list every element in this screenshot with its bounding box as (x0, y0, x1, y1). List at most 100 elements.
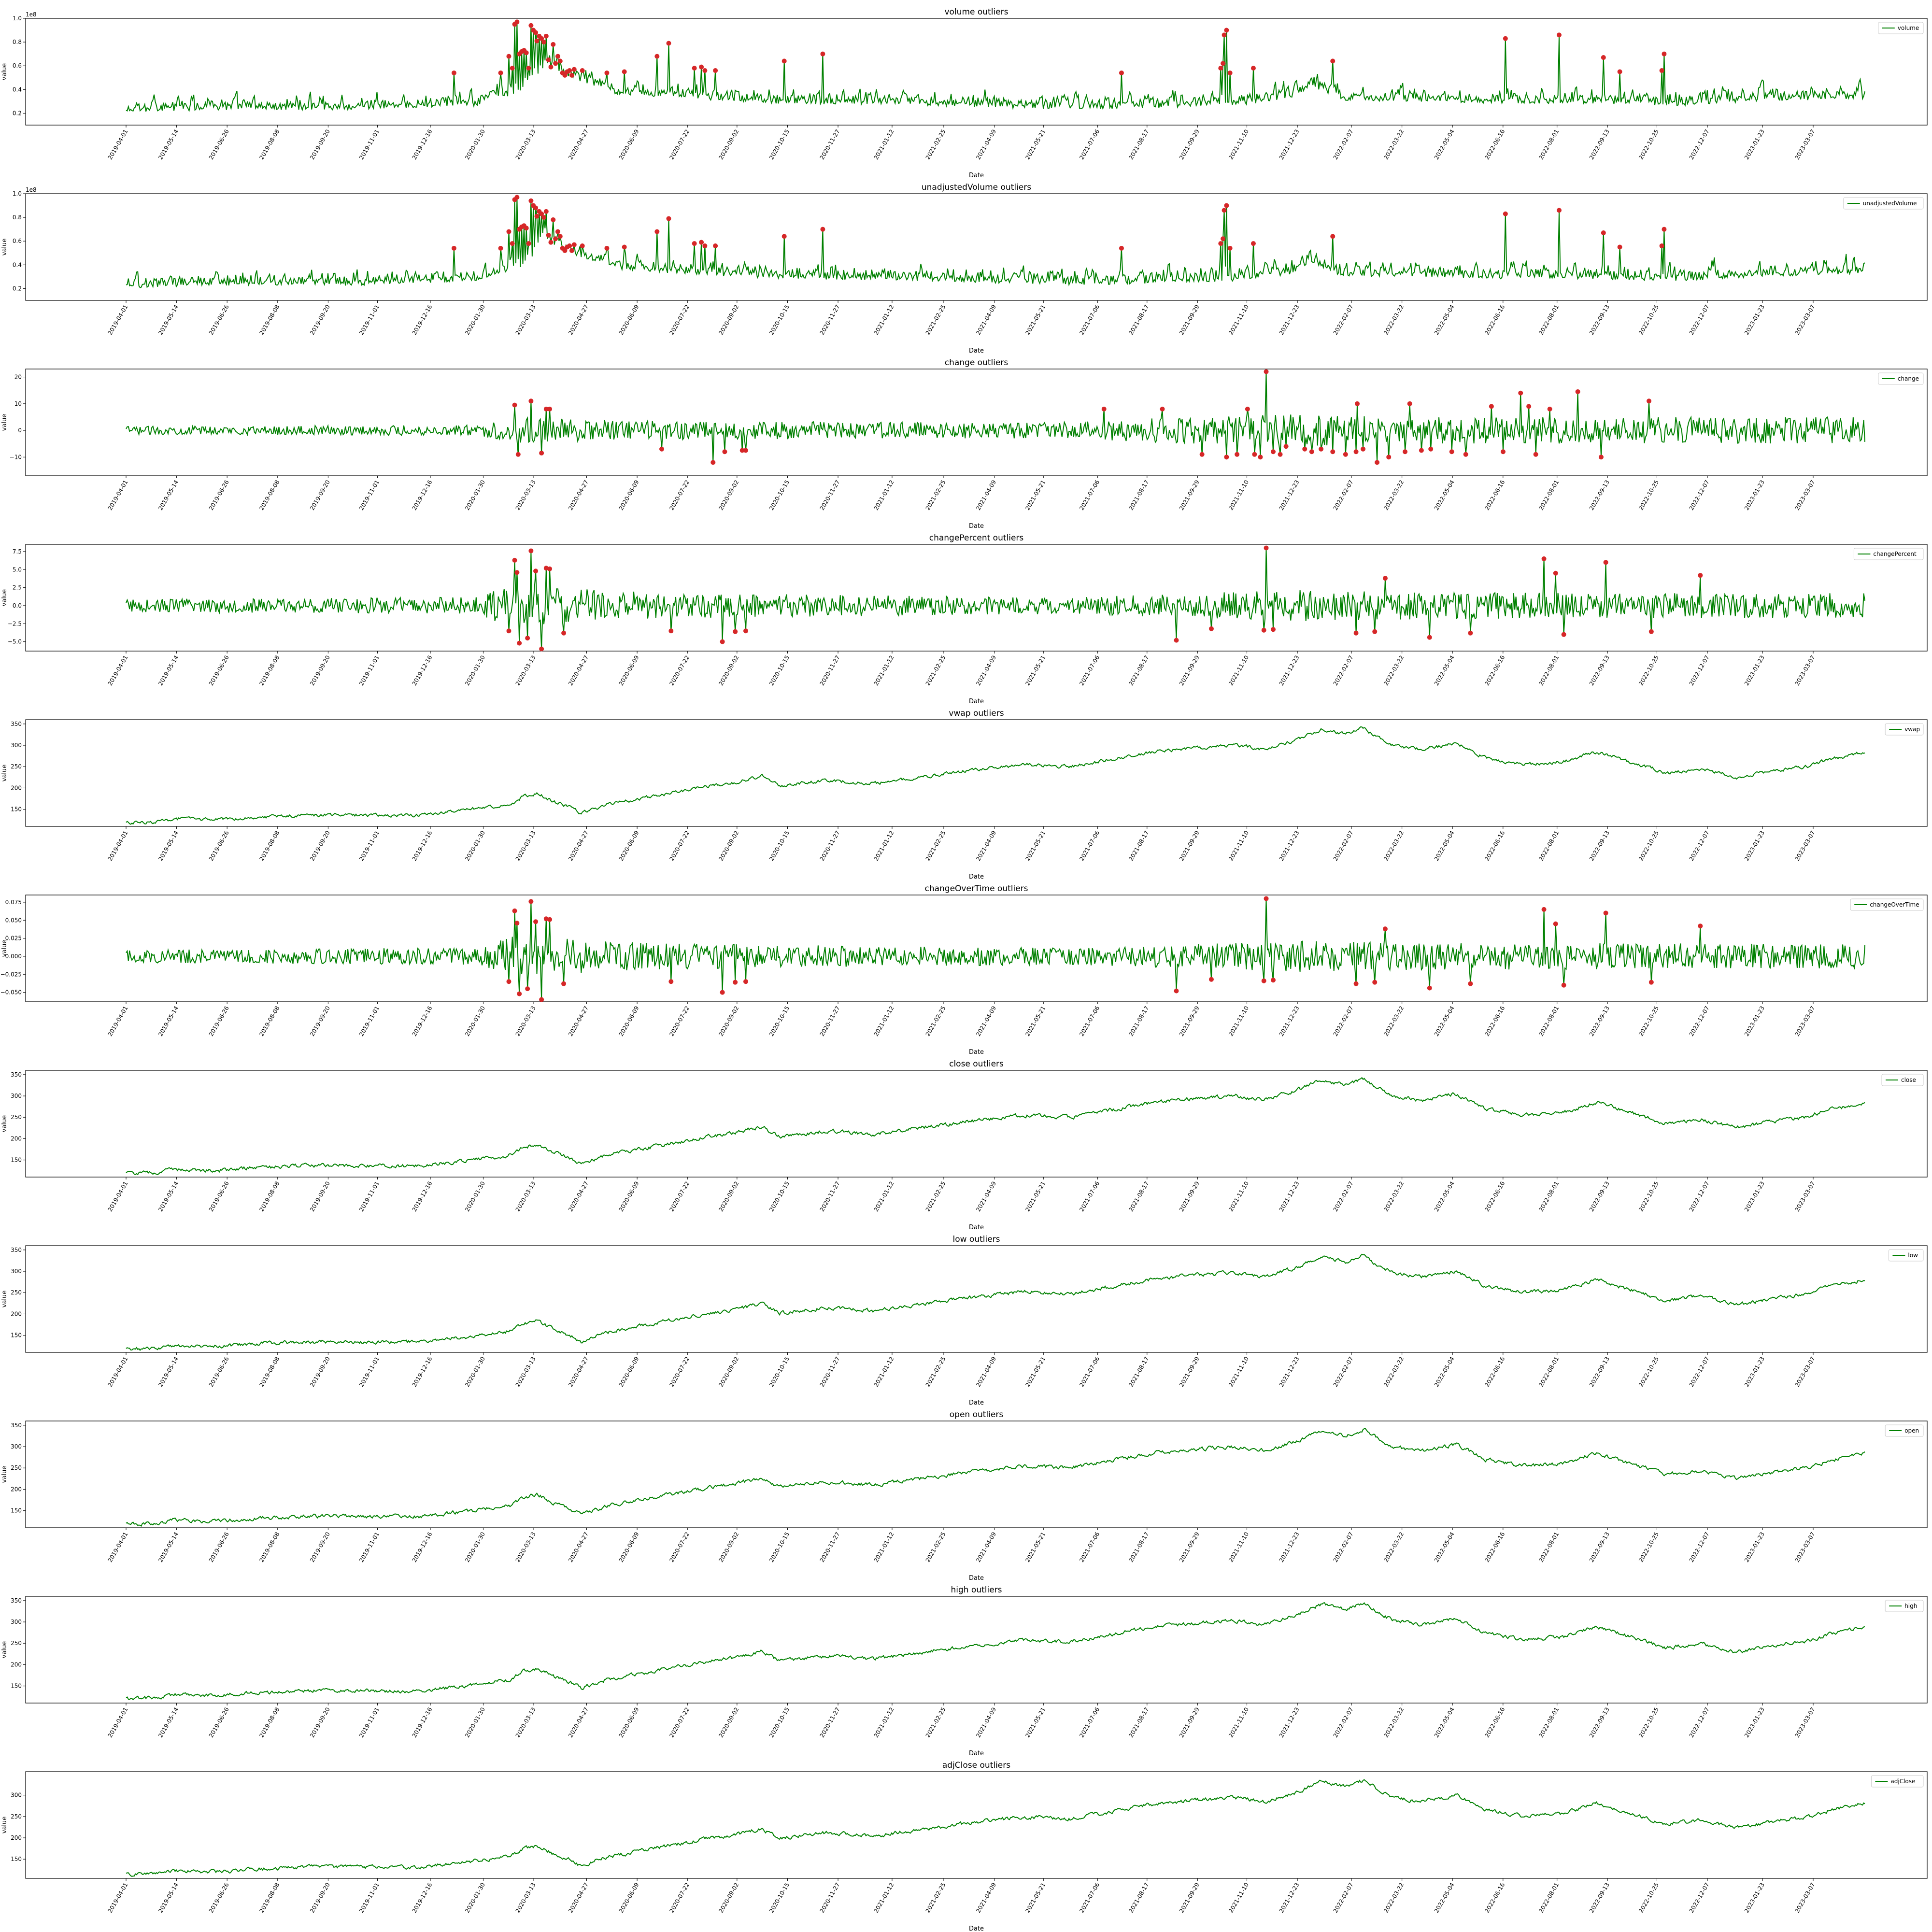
x-tick-label: 2020-09-02 (717, 654, 740, 687)
x-tick-label: 2019-11-01 (358, 304, 381, 336)
y-tick-label: 0.2 (13, 285, 22, 292)
legend-label: open (1904, 1427, 1919, 1434)
x-tick-label: 2021-01-12 (873, 1356, 895, 1388)
x-axis-label: Date (969, 698, 984, 705)
x-tick-label: 2019-08-08 (258, 128, 281, 161)
outlier-point (1598, 455, 1604, 460)
outlier-point (1271, 449, 1276, 455)
x-tick-label: 2021-12-23 (1278, 1706, 1301, 1739)
x-tick-label: 2022-02-07 (1332, 1180, 1355, 1213)
x-tick-label: 2022-06-16 (1483, 830, 1506, 862)
y-tick-label: 0.075 (5, 899, 22, 906)
subplot-low: low outliers value Date 150 200 250 300 350 2019… (1, 1235, 1928, 1406)
series-line (126, 1253, 1865, 1351)
x-tick-label: 2022-03-22 (1382, 1180, 1405, 1213)
x-tick-label: 2020-01-30 (464, 128, 486, 161)
x-tick-label: 2019-06-26 (208, 1706, 230, 1739)
x-tick-label: 2022-03-22 (1382, 1706, 1405, 1739)
outlier-point (571, 67, 577, 72)
legend-label: unadjustedVolume (1863, 200, 1917, 207)
outlier-point (1302, 446, 1307, 452)
y-axis-label: value (1, 765, 8, 782)
outlier-point (699, 64, 704, 70)
outlier-point (1463, 452, 1468, 457)
x-tick-label: 2020-10-15 (768, 1180, 791, 1213)
x-tick-label: 2019-12-16 (411, 830, 434, 862)
x-tick-label: 2023-01-23 (1743, 1005, 1766, 1037)
x-tick-label: 2019-11-01 (358, 1531, 381, 1563)
outlier-point (526, 66, 531, 71)
x-tick-label: 2022-06-16 (1483, 479, 1506, 511)
subplot-title: unadjustedVolume outliers (922, 183, 1031, 192)
x-tick-label: 2020-06-09 (618, 128, 640, 161)
y-tick-label: 150 (11, 1332, 22, 1339)
x-tick-label: 2023-03-07 (1794, 1706, 1817, 1739)
x-tick-label: 2022-12-07 (1688, 1356, 1711, 1388)
x-tick-label: 2019-12-16 (411, 1706, 434, 1739)
y-tick-label: 0.8 (13, 39, 22, 45)
subplot-change: change outliers value Date −10 0 10 20 2019-04-… (1, 358, 1928, 530)
x-tick-label: 2022-03-22 (1382, 1531, 1405, 1563)
x-tick-label: 2019-12-16 (411, 654, 434, 687)
x-tick-label: 2019-06-26 (208, 830, 230, 862)
x-tick-label: 2019-09-20 (309, 1356, 331, 1388)
axes-frame (25, 1070, 1928, 1178)
y-tick-label: 350 (11, 1071, 22, 1078)
x-tick-label: 2020-10-15 (768, 128, 791, 161)
x-tick-label: 2022-02-07 (1332, 1531, 1355, 1563)
x-tick-label: 2020-07-22 (668, 830, 691, 862)
outlier-point (506, 979, 511, 984)
x-tick-label: 2021-12-23 (1278, 128, 1301, 161)
x-tick-label: 2020-07-22 (668, 128, 691, 161)
legend-box (1885, 1600, 1924, 1612)
subplot-title: vwap outliers (949, 709, 1004, 718)
x-tick-label: 2019-11-01 (358, 830, 381, 862)
outlier-point (622, 69, 627, 74)
y-tick-label: 350 (11, 721, 22, 727)
x-tick-label: 2023-03-07 (1794, 304, 1817, 336)
x-tick-label: 2022-03-22 (1382, 304, 1405, 336)
x-tick-label: 2020-04-27 (567, 128, 590, 161)
x-tick-label: 2019-09-20 (309, 128, 331, 161)
x-tick-label: 2022-12-07 (1688, 1706, 1711, 1739)
y-tick-label: 150 (11, 1507, 22, 1514)
y-tick-label: 0.8 (13, 214, 22, 221)
x-tick-label: 2021-08-17 (1127, 1882, 1150, 1914)
x-tick-label: 2021-11-10 (1227, 1882, 1250, 1914)
axes-frame (25, 1421, 1928, 1528)
outlier-point (541, 215, 546, 220)
outlier-point (1261, 978, 1266, 983)
legend-box (1878, 372, 1924, 385)
x-tick-label: 2022-03-22 (1382, 1356, 1405, 1388)
outlier-point (1601, 230, 1606, 236)
legend-label: high (1904, 1603, 1917, 1609)
outlier-point (1330, 58, 1335, 64)
x-tick-label: 2021-07-06 (1078, 1005, 1101, 1037)
y-tick-label: 200 (11, 784, 22, 791)
x-tick-label: 2022-09-13 (1588, 128, 1611, 161)
x-tick-label: 2021-02-25 (924, 1531, 947, 1563)
outlier-point (1353, 449, 1359, 455)
x-tick-label: 2021-04-09 (975, 304, 997, 336)
x-tick-label: 2021-04-09 (975, 1531, 997, 1563)
x-tick-label: 2022-06-16 (1483, 128, 1506, 161)
x-tick-label: 2020-04-27 (567, 1882, 590, 1914)
x-tick-label: 2020-03-13 (514, 654, 537, 687)
outlier-point (668, 628, 674, 634)
outlier-point (534, 38, 540, 43)
y-axis-label: value (1, 414, 8, 431)
outlier-point (506, 229, 511, 234)
y-exponent-label: 1e8 (26, 11, 37, 18)
x-tick-label: 2022-08-01 (1537, 1180, 1560, 1213)
outlier-point (1428, 446, 1434, 452)
x-tick-label: 2020-04-27 (567, 654, 590, 687)
y-tick-label: 350 (11, 1422, 22, 1429)
x-tick-label: 2021-04-09 (975, 1706, 997, 1739)
x-tick-label: 2019-05-14 (157, 304, 180, 336)
x-tick-label: 2022-02-07 (1332, 1005, 1355, 1037)
outlier-point (514, 921, 520, 926)
legend-box (1843, 197, 1924, 210)
x-tick-label: 2020-07-22 (668, 1005, 691, 1037)
outlier-point (666, 41, 671, 46)
outlier-point (1227, 70, 1233, 75)
